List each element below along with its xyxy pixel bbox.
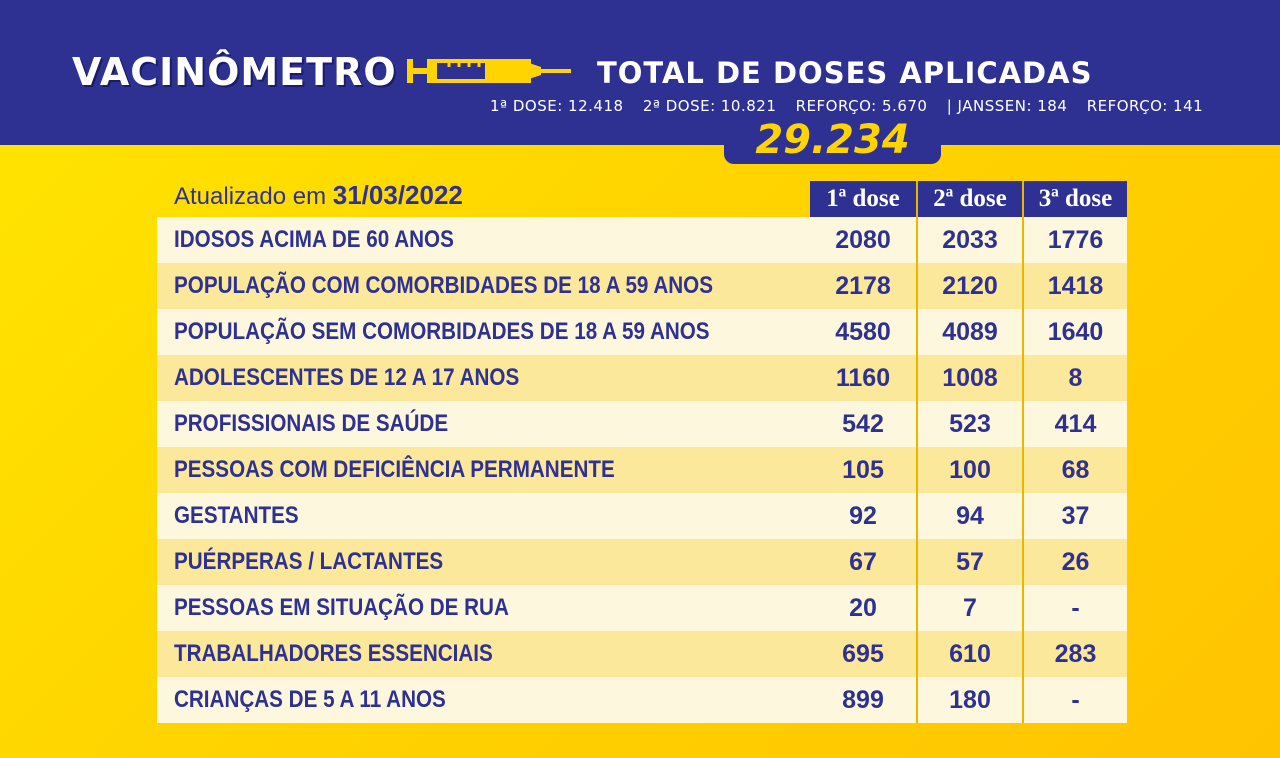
cell-second-dose: 94	[956, 502, 984, 530]
first-dose-summary: 1ª DOSE: 12.418	[490, 97, 624, 115]
updated-date-value: 31/03/2022	[332, 180, 463, 210]
table-row: TRABALHADORES ESSENCIAIS 695 610 283	[157, 631, 1127, 677]
cell-first-dose: 105	[842, 456, 884, 484]
row-label: TRABALHADORES ESSENCIAIS	[174, 640, 493, 667]
cell-third-dose: 26	[1061, 548, 1090, 576]
column-divider	[916, 181, 918, 723]
cell-first-dose: 2080	[835, 226, 891, 254]
cell-first-dose: 1160	[835, 364, 891, 392]
booster-summary: REFORÇO: 5.670	[795, 97, 928, 115]
vacinometro-logo: VACINÔMETRO	[72, 50, 397, 94]
row-label: PROFISSIONAIS DE SAÚDE	[174, 410, 449, 437]
row-label: GESTANTES	[174, 502, 299, 529]
row-label: PESSOAS COM DEFICIÊNCIA PERMANENTE	[174, 456, 615, 483]
header-banner: VACINÔMETRO TOTAL DE DOSES APLICADAS 1ª …	[0, 0, 1280, 145]
row-label: PUÉRPERAS / LACTANTES	[174, 548, 444, 575]
row-label: POPULAÇÃO SEM COMORBIDADES DE 18 A 59 AN…	[174, 318, 710, 345]
syringe-icon	[407, 59, 571, 83]
cell-third-dose: 8	[1068, 364, 1083, 392]
cell-second-dose: 523	[949, 410, 991, 438]
cell-third-dose: -	[1071, 594, 1080, 622]
table-row: POPULAÇÃO SEM COMORBIDADES DE 18 A 59 AN…	[157, 309, 1127, 355]
table-row: GESTANTES 92 94 37	[157, 493, 1127, 539]
cell-third-dose: 414	[1054, 410, 1097, 438]
cell-second-dose: 7	[963, 594, 977, 622]
cell-second-dose: 610	[949, 640, 991, 668]
table-row: CRIANÇAS DE 5 A 11 ANOS 899 180 -	[157, 677, 1127, 723]
cell-second-dose: 4089	[942, 318, 998, 346]
cell-second-dose: 2120	[942, 272, 998, 300]
cell-first-dose: 4580	[835, 318, 891, 346]
updated-date: Atualizado em 31/03/2022	[174, 180, 463, 211]
row-label: IDOSOS ACIMA DE 60 ANOS	[174, 226, 454, 253]
cell-third-dose: 1776	[1047, 226, 1104, 254]
table-row: PESSOAS EM SITUAÇÃO DE RUA 20 7 -	[157, 585, 1127, 631]
janssen-booster-summary: REFORÇO: 141	[1086, 97, 1204, 115]
table-row: IDOSOS ACIMA DE 60 ANOS 2080 2033 1776	[157, 217, 1127, 263]
table-row: ADOLESCENTES DE 12 A 17 ANOS 1160 1008 8	[157, 355, 1127, 401]
cell-first-dose: 67	[849, 548, 877, 576]
vaccination-table: IDOSOS ACIMA DE 60 ANOS 2080 2033 1776 P…	[157, 217, 1127, 723]
cell-third-dose: 37	[1061, 502, 1090, 530]
cell-third-dose: 283	[1054, 640, 1097, 668]
cell-second-dose: 1008	[942, 364, 998, 392]
table-row: POPULAÇÃO COM COMORBIDADES DE 18 A 59 AN…	[157, 263, 1127, 309]
second-dose-summary: 2ª DOSE: 10.821	[642, 97, 777, 115]
cell-second-dose: 57	[956, 548, 984, 576]
row-label: POPULAÇÃO COM COMORBIDADES DE 18 A 59 AN…	[174, 272, 714, 299]
cell-second-dose: 100	[949, 456, 991, 484]
cell-first-dose: 20	[849, 594, 877, 622]
cell-third-dose: 1640	[1047, 318, 1104, 346]
cell-first-dose: 899	[842, 686, 884, 714]
total-doses-title: TOTAL DE DOSES APLICADAS	[597, 56, 1093, 90]
total-box: 29.234	[724, 118, 941, 164]
table-row: PUÉRPERAS / LACTANTES 67 57 26	[157, 539, 1127, 585]
col-header-first-dose: 1ª dose	[810, 181, 916, 217]
col-header-third-dose: 3ª dose	[1024, 181, 1127, 217]
row-label: ADOLESCENTES DE 12 A 17 ANOS	[174, 364, 520, 391]
cell-first-dose: 542	[842, 410, 884, 438]
updated-prefix: Atualizado em	[174, 183, 327, 210]
cell-first-dose: 2178	[835, 272, 891, 300]
cell-first-dose: 92	[849, 502, 877, 530]
janssen-summary: | JANSSEN: 184	[946, 97, 1068, 115]
table-row: PESSOAS COM DEFICIÊNCIA PERMANENTE 105 1…	[157, 447, 1127, 493]
cell-second-dose: 2033	[942, 226, 998, 254]
cell-first-dose: 695	[842, 640, 884, 668]
dose-summary: 1ª DOSE: 12.418 2ª DOSE: 10.821 REFORÇO:…	[490, 97, 1217, 115]
cell-third-dose: 68	[1061, 456, 1090, 484]
cell-third-dose: -	[1071, 686, 1080, 714]
cell-second-dose: 180	[949, 686, 991, 714]
row-label: CRIANÇAS DE 5 A 11 ANOS	[174, 686, 446, 713]
column-divider	[1022, 181, 1024, 723]
table-row: PROFISSIONAIS DE SAÚDE 542 523 414	[157, 401, 1127, 447]
row-label: PESSOAS EM SITUAÇÃO DE RUA	[174, 594, 509, 621]
col-header-second-dose: 2ª dose	[918, 181, 1022, 217]
total-doses-value: 29.234	[755, 117, 910, 163]
cell-third-dose: 1418	[1047, 272, 1104, 300]
